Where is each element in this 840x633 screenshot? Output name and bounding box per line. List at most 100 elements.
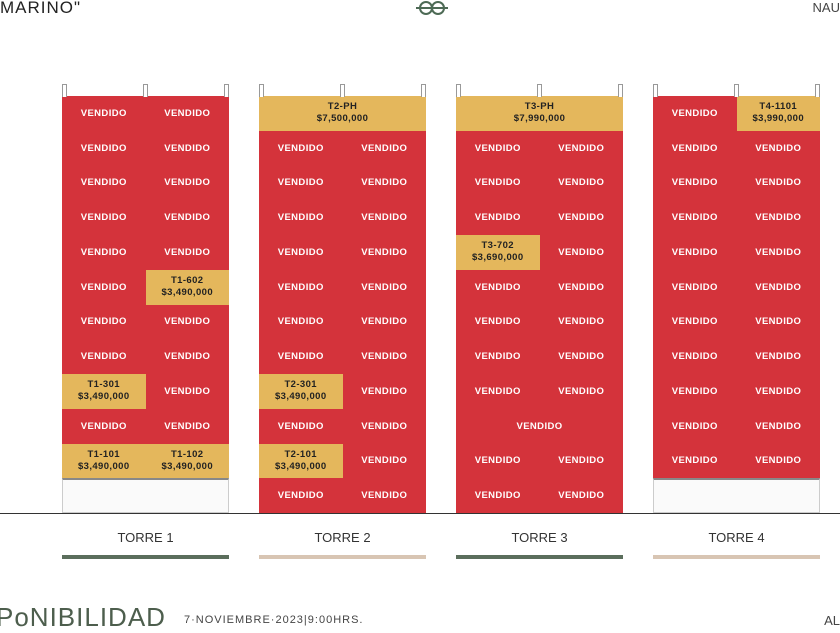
unit-sold[interactable]: VENDIDO — [342, 443, 426, 479]
unit-label: VENDIDO — [164, 246, 211, 258]
unit-sold[interactable]: VENDIDO — [62, 304, 146, 340]
unit-price: $3,490,000 — [161, 287, 214, 299]
unit-sold[interactable]: VENDIDO — [653, 304, 737, 340]
unit-sold[interactable]: VENDIDO — [456, 408, 623, 444]
unit-sold[interactable]: VENDIDO — [456, 200, 540, 235]
unit-sold[interactable]: VENDIDO — [342, 374, 426, 409]
unit-sold[interactable]: VENDIDO — [145, 235, 229, 270]
unit-sold[interactable]: VENDIDO — [342, 408, 426, 444]
unit-sold[interactable]: VENDIDO — [62, 200, 146, 235]
unit-sold[interactable]: VENDIDO — [539, 374, 623, 409]
unit-sold[interactable]: VENDIDO — [62, 269, 146, 305]
unit-sold[interactable]: VENDIDO — [342, 478, 426, 513]
unit-sold[interactable]: VENDIDO — [259, 200, 343, 235]
unit-sold[interactable]: VENDIDO — [653, 443, 737, 479]
unit-sold[interactable]: VENDIDO — [342, 269, 426, 305]
unit-sold[interactable]: VENDIDO — [736, 200, 820, 235]
unit-sold[interactable]: VENDIDO — [62, 165, 146, 201]
unit-sold[interactable]: VENDIDO — [653, 269, 737, 305]
unit-sold[interactable]: VENDIDO — [259, 165, 343, 201]
unit-sold[interactable]: VENDIDO — [456, 269, 540, 305]
unit-sold[interactable]: VENDIDO — [342, 130, 426, 166]
unit-available[interactable]: T1-301 $3,490,000 — [62, 374, 146, 409]
unit-label: VENDIDO — [558, 455, 605, 467]
unit-sold[interactable]: VENDIDO — [62, 130, 146, 166]
unit-sold[interactable]: VENDIDO — [539, 339, 623, 374]
unit-sold[interactable]: VENDIDO — [456, 443, 540, 479]
unit-sold[interactable]: VENDIDO — [539, 443, 623, 479]
unit-sold[interactable]: VENDIDO — [259, 339, 343, 374]
unit-sold[interactable]: VENDIDO — [342, 304, 426, 340]
unit-available[interactable]: T1-102 $3,490,000 — [145, 443, 229, 479]
unit-available[interactable]: T1-101 $3,490,000 — [62, 443, 146, 479]
unit-sold[interactable]: VENDIDO — [259, 235, 343, 270]
unit-sold[interactable]: VENDIDO — [653, 408, 737, 444]
unit-sold[interactable]: VENDIDO — [539, 200, 623, 235]
unit-sold[interactable]: VENDIDO — [539, 235, 623, 270]
unit-label: VENDIDO — [277, 142, 324, 154]
unit-sold[interactable]: VENDIDO — [539, 269, 623, 305]
unit-sold[interactable]: VENDIDO — [736, 269, 820, 305]
unit-sold[interactable]: VENDIDO — [62, 235, 146, 270]
unit-sold[interactable]: VENDIDO — [259, 408, 343, 444]
unit-sold[interactable]: VENDIDO — [456, 304, 540, 340]
unit-sold[interactable]: VENDIDO — [539, 304, 623, 340]
unit-sold[interactable]: VENDIDO — [145, 304, 229, 340]
unit-available[interactable]: T3-PH $7,990,000 — [456, 96, 623, 131]
unit-sold[interactable]: VENDIDO — [539, 478, 623, 513]
unit-sold[interactable]: VENDIDO — [736, 235, 820, 270]
unit-sold[interactable]: VENDIDO — [653, 374, 737, 409]
unit-sold[interactable]: VENDIDO — [736, 408, 820, 444]
unit-sold[interactable]: VENDIDO — [653, 165, 737, 201]
unit-sold[interactable]: VENDIDO — [653, 96, 737, 131]
unit-label: VENDIDO — [80, 212, 127, 224]
floor-row: VENDIDO VENDIDO — [259, 269, 426, 305]
unit-sold[interactable]: VENDIDO — [145, 339, 229, 374]
floor-row: VENDIDO VENDIDO — [653, 408, 820, 444]
unit-sold[interactable]: VENDIDO — [736, 374, 820, 409]
unit-sold[interactable]: VENDIDO — [736, 130, 820, 166]
unit-sold[interactable]: VENDIDO — [539, 130, 623, 166]
unit-sold[interactable]: VENDIDO — [736, 443, 820, 479]
unit-available[interactable]: T1-602 $3,490,000 — [145, 269, 229, 305]
unit-label: VENDIDO — [164, 142, 211, 154]
unit-sold[interactable]: VENDIDO — [145, 130, 229, 166]
unit-sold[interactable]: VENDIDO — [145, 165, 229, 201]
unit-sold[interactable]: VENDIDO — [736, 304, 820, 340]
unit-sold[interactable]: VENDIDO — [62, 96, 146, 131]
unit-available[interactable]: T2-301 $3,490,000 — [259, 374, 343, 409]
unit-sold[interactable]: VENDIDO — [653, 200, 737, 235]
unit-sold[interactable]: VENDIDO — [342, 235, 426, 270]
unit-label: VENDIDO — [277, 490, 324, 502]
unit-sold[interactable]: VENDIDO — [456, 130, 540, 166]
unit-sold[interactable]: VENDIDO — [259, 130, 343, 166]
unit-sold[interactable]: VENDIDO — [62, 339, 146, 374]
unit-sold[interactable]: VENDIDO — [653, 235, 737, 270]
unit-sold[interactable]: VENDIDO — [145, 408, 229, 444]
unit-available[interactable]: T2-PH $7,500,000 — [259, 96, 426, 131]
unit-sold[interactable]: VENDIDO — [259, 304, 343, 340]
unit-sold[interactable]: VENDIDO — [145, 200, 229, 235]
unit-sold[interactable]: VENDIDO — [259, 269, 343, 305]
unit-sold[interactable]: VENDIDO — [456, 374, 540, 409]
unit-available[interactable]: T2-101 $3,490,000 — [259, 443, 343, 479]
unit-available[interactable]: T3-702 $3,690,000 — [456, 235, 540, 270]
unit-available[interactable]: T4-1101 $3,990,000 — [736, 96, 820, 131]
unit-sold[interactable]: VENDIDO — [145, 96, 229, 131]
unit-sold[interactable]: VENDIDO — [145, 374, 229, 409]
unit-sold[interactable]: VENDIDO — [259, 478, 343, 513]
unit-sold[interactable]: VENDIDO — [456, 478, 540, 513]
unit-sold[interactable]: VENDIDO — [342, 200, 426, 235]
unit-sold[interactable]: VENDIDO — [342, 165, 426, 201]
unit-sold[interactable]: VENDIDO — [736, 339, 820, 374]
unit-label: VENDIDO — [755, 246, 802, 258]
unit-sold[interactable]: VENDIDO — [456, 165, 540, 201]
unit-sold[interactable]: VENDIDO — [342, 339, 426, 374]
unit-sold[interactable]: VENDIDO — [539, 165, 623, 201]
unit-sold[interactable]: VENDIDO — [736, 165, 820, 201]
unit-sold[interactable]: VENDIDO — [653, 130, 737, 166]
floor-row: VENDIDO VENDIDO — [62, 165, 229, 201]
unit-sold[interactable]: VENDIDO — [62, 408, 146, 444]
unit-sold[interactable]: VENDIDO — [653, 339, 737, 374]
unit-sold[interactable]: VENDIDO — [456, 339, 540, 374]
